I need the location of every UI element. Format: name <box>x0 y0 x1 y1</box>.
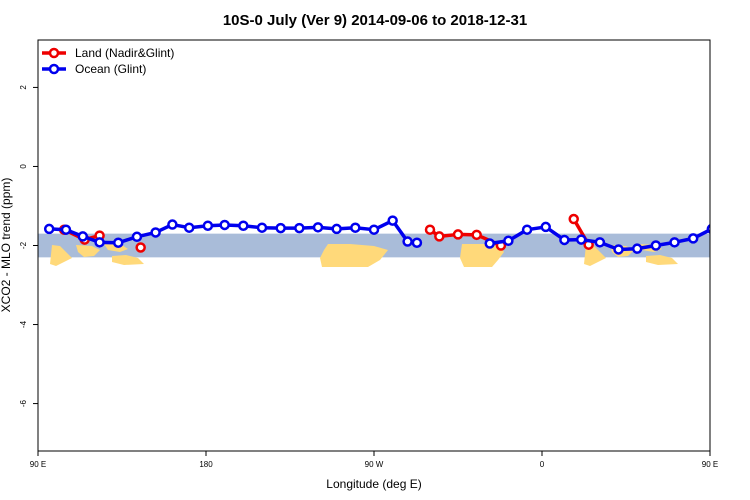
data-point <box>131 231 143 243</box>
y-tick-label: 0 <box>19 164 28 169</box>
x-tick-label: 0 <box>540 460 545 469</box>
data-point <box>183 222 195 233</box>
data-point <box>94 237 105 248</box>
land-patch-left-2 <box>76 245 100 257</box>
y-tick-label: -2 <box>19 241 28 249</box>
legend-label: Ocean (Glint) <box>75 62 146 76</box>
data-point <box>471 229 482 241</box>
land-patch-right <box>584 245 606 266</box>
data-point <box>575 234 587 245</box>
x-tick-label: 90 E <box>30 460 46 469</box>
series-ocean <box>43 215 750 255</box>
y-tick-label: -6 <box>19 399 28 407</box>
x-tick-label: 90 W <box>365 460 384 469</box>
data-point <box>521 224 533 235</box>
data-point <box>135 242 146 253</box>
data-point <box>687 233 699 244</box>
data-point <box>43 223 55 235</box>
data-point <box>613 244 624 255</box>
data-point <box>238 220 249 231</box>
y-axis-label: XCO2 - MLO trend (ppm) <box>0 178 13 313</box>
series-layer <box>43 213 750 255</box>
data-point <box>669 237 680 248</box>
plot-area <box>38 213 750 267</box>
data-point <box>411 237 423 248</box>
ocean-band <box>38 233 710 258</box>
series-line <box>732 229 750 240</box>
data-point <box>219 219 230 231</box>
x-tick-label: 180 <box>199 460 213 469</box>
x-axis: 90 E 180 90 W 0 90 E <box>30 451 718 469</box>
legend-label: Land (Nadir&Glint) <box>75 46 174 60</box>
y-tick-label: 2 <box>19 85 28 90</box>
land-patch-left-4 <box>112 255 144 265</box>
data-point <box>256 222 268 233</box>
y-axis: -6 -4 -2 0 2 <box>19 85 38 407</box>
series-line <box>49 218 418 245</box>
data-point <box>77 231 89 242</box>
data-point <box>434 231 445 242</box>
data-point <box>350 222 361 233</box>
data-point <box>727 226 735 234</box>
legend: Land (Nadir&Glint) Ocean (Glint) <box>42 46 174 76</box>
data-point <box>484 238 495 249</box>
chart-title: 10S-0 July (Ver 9) 2014-09-06 to 2018-12… <box>223 12 527 29</box>
data-point <box>594 237 606 248</box>
data-point <box>387 215 398 226</box>
land-patch-right-4 <box>646 255 678 265</box>
data-point <box>424 224 436 235</box>
data-point <box>275 222 286 234</box>
y-tick-label: -4 <box>19 320 28 328</box>
land-patch-south-america <box>320 244 388 267</box>
data-point <box>202 220 214 231</box>
data-point <box>745 230 750 238</box>
land-patch-africa <box>460 244 504 267</box>
x-tick-label: 90 E <box>702 460 718 469</box>
data-point <box>331 223 342 235</box>
data-point <box>503 235 514 247</box>
data-point <box>113 237 124 248</box>
data-point <box>568 213 579 225</box>
data-point <box>452 229 464 240</box>
data-point <box>706 224 710 234</box>
data-point <box>650 240 662 251</box>
legend-swatch-marker <box>48 63 60 75</box>
data-point <box>402 236 413 247</box>
data-point <box>368 224 380 235</box>
data-point <box>631 243 643 254</box>
legend-swatch-marker <box>48 47 60 59</box>
data-point <box>60 224 72 235</box>
series-line <box>489 225 710 252</box>
land-patch-left <box>50 245 72 266</box>
data-point <box>294 222 305 234</box>
data-point <box>728 225 736 233</box>
data-point <box>150 227 161 238</box>
data-point <box>540 221 551 233</box>
data-point <box>312 222 324 233</box>
data-point <box>559 234 570 246</box>
x-axis-label: Longitude (deg E) <box>326 477 421 491</box>
data-point <box>167 219 178 230</box>
